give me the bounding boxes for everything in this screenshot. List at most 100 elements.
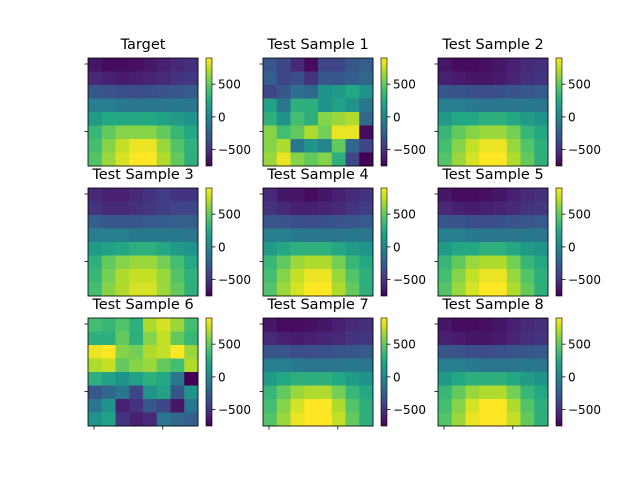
heatmap-cell (506, 98, 521, 113)
heatmap-cell (465, 98, 480, 113)
heatmap-cell (304, 58, 319, 72)
heatmap-cell (520, 152, 535, 167)
heatmap-cell (479, 358, 494, 373)
heatmap-cell (115, 242, 130, 256)
heatmap-cell (465, 412, 480, 427)
heatmap-cell (184, 255, 199, 270)
heatmap-cell (88, 399, 103, 413)
heatmap-cell (101, 282, 116, 297)
heatmap-cell (101, 242, 116, 256)
heatmap-cell (276, 112, 291, 126)
heatmap-cell (479, 242, 494, 256)
heatmap-cell (143, 152, 158, 167)
heatmap-cell (520, 412, 535, 427)
heatmap-cell (88, 345, 103, 359)
colorbar-tick-label: −500 (393, 143, 426, 157)
heatmap-cell (143, 85, 158, 99)
heatmap-cell (479, 318, 494, 332)
heatmap-cell (143, 215, 158, 229)
heatmap-cell (88, 282, 103, 297)
heatmap-cell (170, 345, 185, 359)
heatmap-cell (170, 399, 185, 413)
heatmap-cell (534, 188, 549, 202)
heatmap-cell (479, 201, 494, 216)
heatmap-cell (276, 282, 291, 297)
heatmap-cell (345, 228, 360, 243)
heatmap-cell (156, 372, 171, 386)
heatmap-cell (170, 385, 185, 400)
heatmap-cell (451, 412, 466, 427)
heatmap-cell (290, 188, 305, 202)
heatmap-cell (465, 112, 480, 126)
heatmap-cell (506, 255, 521, 270)
heatmap-cell (88, 372, 103, 386)
heatmap-cell (263, 269, 278, 283)
heatmap-cell (304, 318, 319, 332)
heatmap-cell (129, 318, 144, 332)
heatmap-cell (156, 282, 171, 297)
heatmap-cell (318, 255, 333, 270)
heatmap-cell (143, 345, 158, 359)
heatmap-cell (359, 399, 374, 413)
heatmap-cell (156, 358, 171, 373)
heatmap-cell (493, 152, 508, 167)
subplot-1: Target 500 0 −500 (84, 37, 251, 167)
heatmap-cell (318, 71, 333, 86)
heatmap-cell (129, 71, 144, 86)
heatmap-cell (479, 372, 494, 386)
colorbar-tick-label: 500 (218, 78, 241, 92)
heatmap-cell (143, 331, 158, 346)
heatmap-cell (438, 139, 453, 153)
colorbar-tick-label: −500 (568, 273, 601, 287)
heatmap-cell (290, 242, 305, 256)
heatmap-cell (438, 255, 453, 270)
heatmap-cell (263, 242, 278, 256)
heatmap-cell (290, 399, 305, 413)
heatmap-cell (304, 228, 319, 243)
heatmap-cell (290, 201, 305, 216)
heatmap-cell (115, 125, 130, 140)
heatmap-cell (318, 98, 333, 113)
heatmap-cell (520, 188, 535, 202)
heatmap-cell (465, 318, 480, 332)
heatmap-cell (318, 228, 333, 243)
heatmap-cell (304, 412, 319, 427)
heatmap-cell (534, 228, 549, 243)
heatmap-cell (520, 71, 535, 86)
heatmap-cell (170, 215, 185, 229)
heatmap-cell (290, 112, 305, 126)
heatmap-cell (479, 228, 494, 243)
heatmap-cell (534, 318, 549, 332)
heatmap-cell (438, 242, 453, 256)
heatmap-cell (506, 269, 521, 283)
heatmap-cell (318, 85, 333, 99)
heatmap-cell (359, 228, 374, 243)
heatmap-cell (534, 345, 549, 359)
heatmap-cell (156, 139, 171, 153)
heatmap-cell (101, 71, 116, 86)
heatmap-cell (115, 282, 130, 297)
heatmap-cell (506, 139, 521, 153)
heatmap-cell (451, 242, 466, 256)
heatmap-cell (438, 152, 453, 167)
heatmap-cell (276, 215, 291, 229)
heatmap-cell (451, 282, 466, 297)
heatmap-cell (520, 358, 535, 373)
heatmap-cell (506, 318, 521, 332)
heatmap-cell (304, 98, 319, 113)
heatmap-cell (520, 399, 535, 413)
heatmap-cell (170, 139, 185, 153)
heatmap-cell (493, 112, 508, 126)
heatmap-cell (479, 282, 494, 297)
heatmap-cell (88, 358, 103, 373)
heatmap-cell (290, 385, 305, 400)
heatmap-cell (465, 152, 480, 167)
heatmap-cell (304, 242, 319, 256)
heatmap-cell (88, 318, 103, 332)
heatmap-cell (438, 98, 453, 113)
heatmap-cell (465, 242, 480, 256)
heatmap-cell (304, 112, 319, 126)
heatmap-cell (143, 385, 158, 400)
subplot-title: Test Sample 1 (266, 37, 368, 53)
heatmap-cell (493, 318, 508, 332)
